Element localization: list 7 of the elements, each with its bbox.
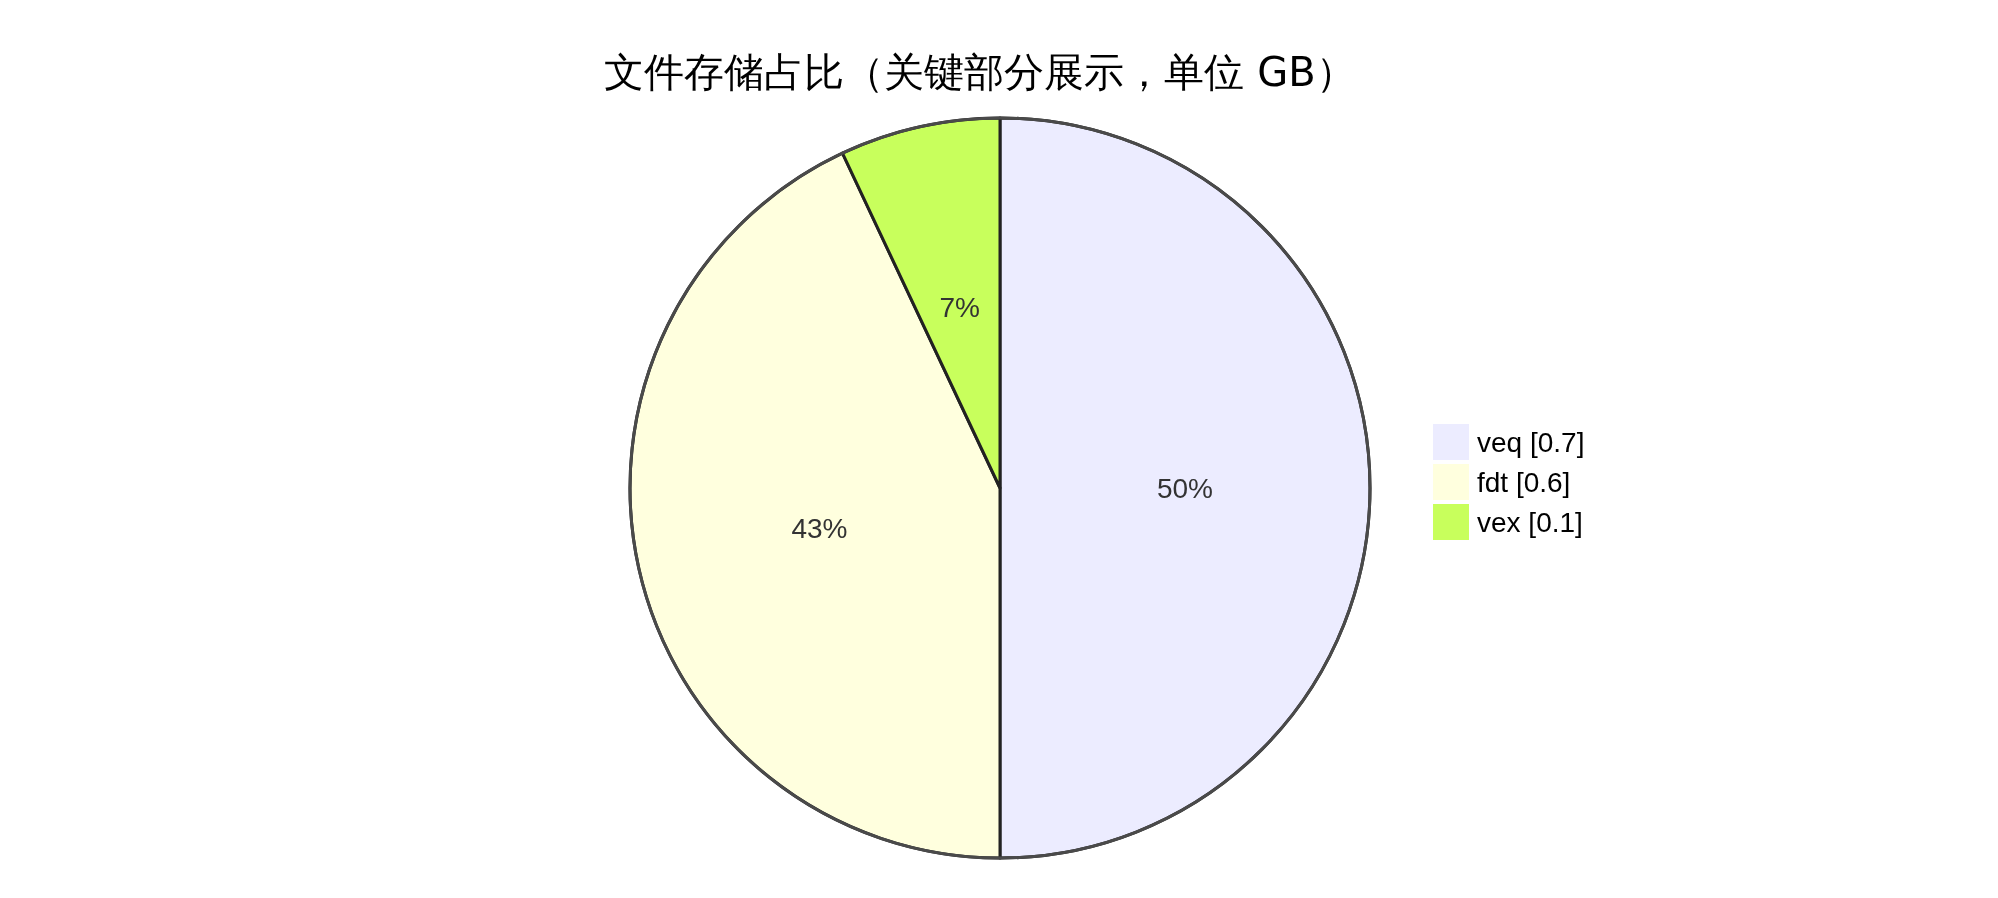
chart-title: 文件存储占比（关键部分展示，单位 GB）: [604, 49, 1356, 95]
data-label: 43%: [791, 513, 848, 545]
data-label: 50%: [1156, 473, 1214, 504]
legend-label: vex [0.1]: [1477, 507, 1583, 538]
legend-label: veq [0.7]: [1477, 427, 1585, 458]
data-label: 7%: [939, 292, 980, 324]
legend-label: fdt [0.6]: [1477, 467, 1571, 498]
